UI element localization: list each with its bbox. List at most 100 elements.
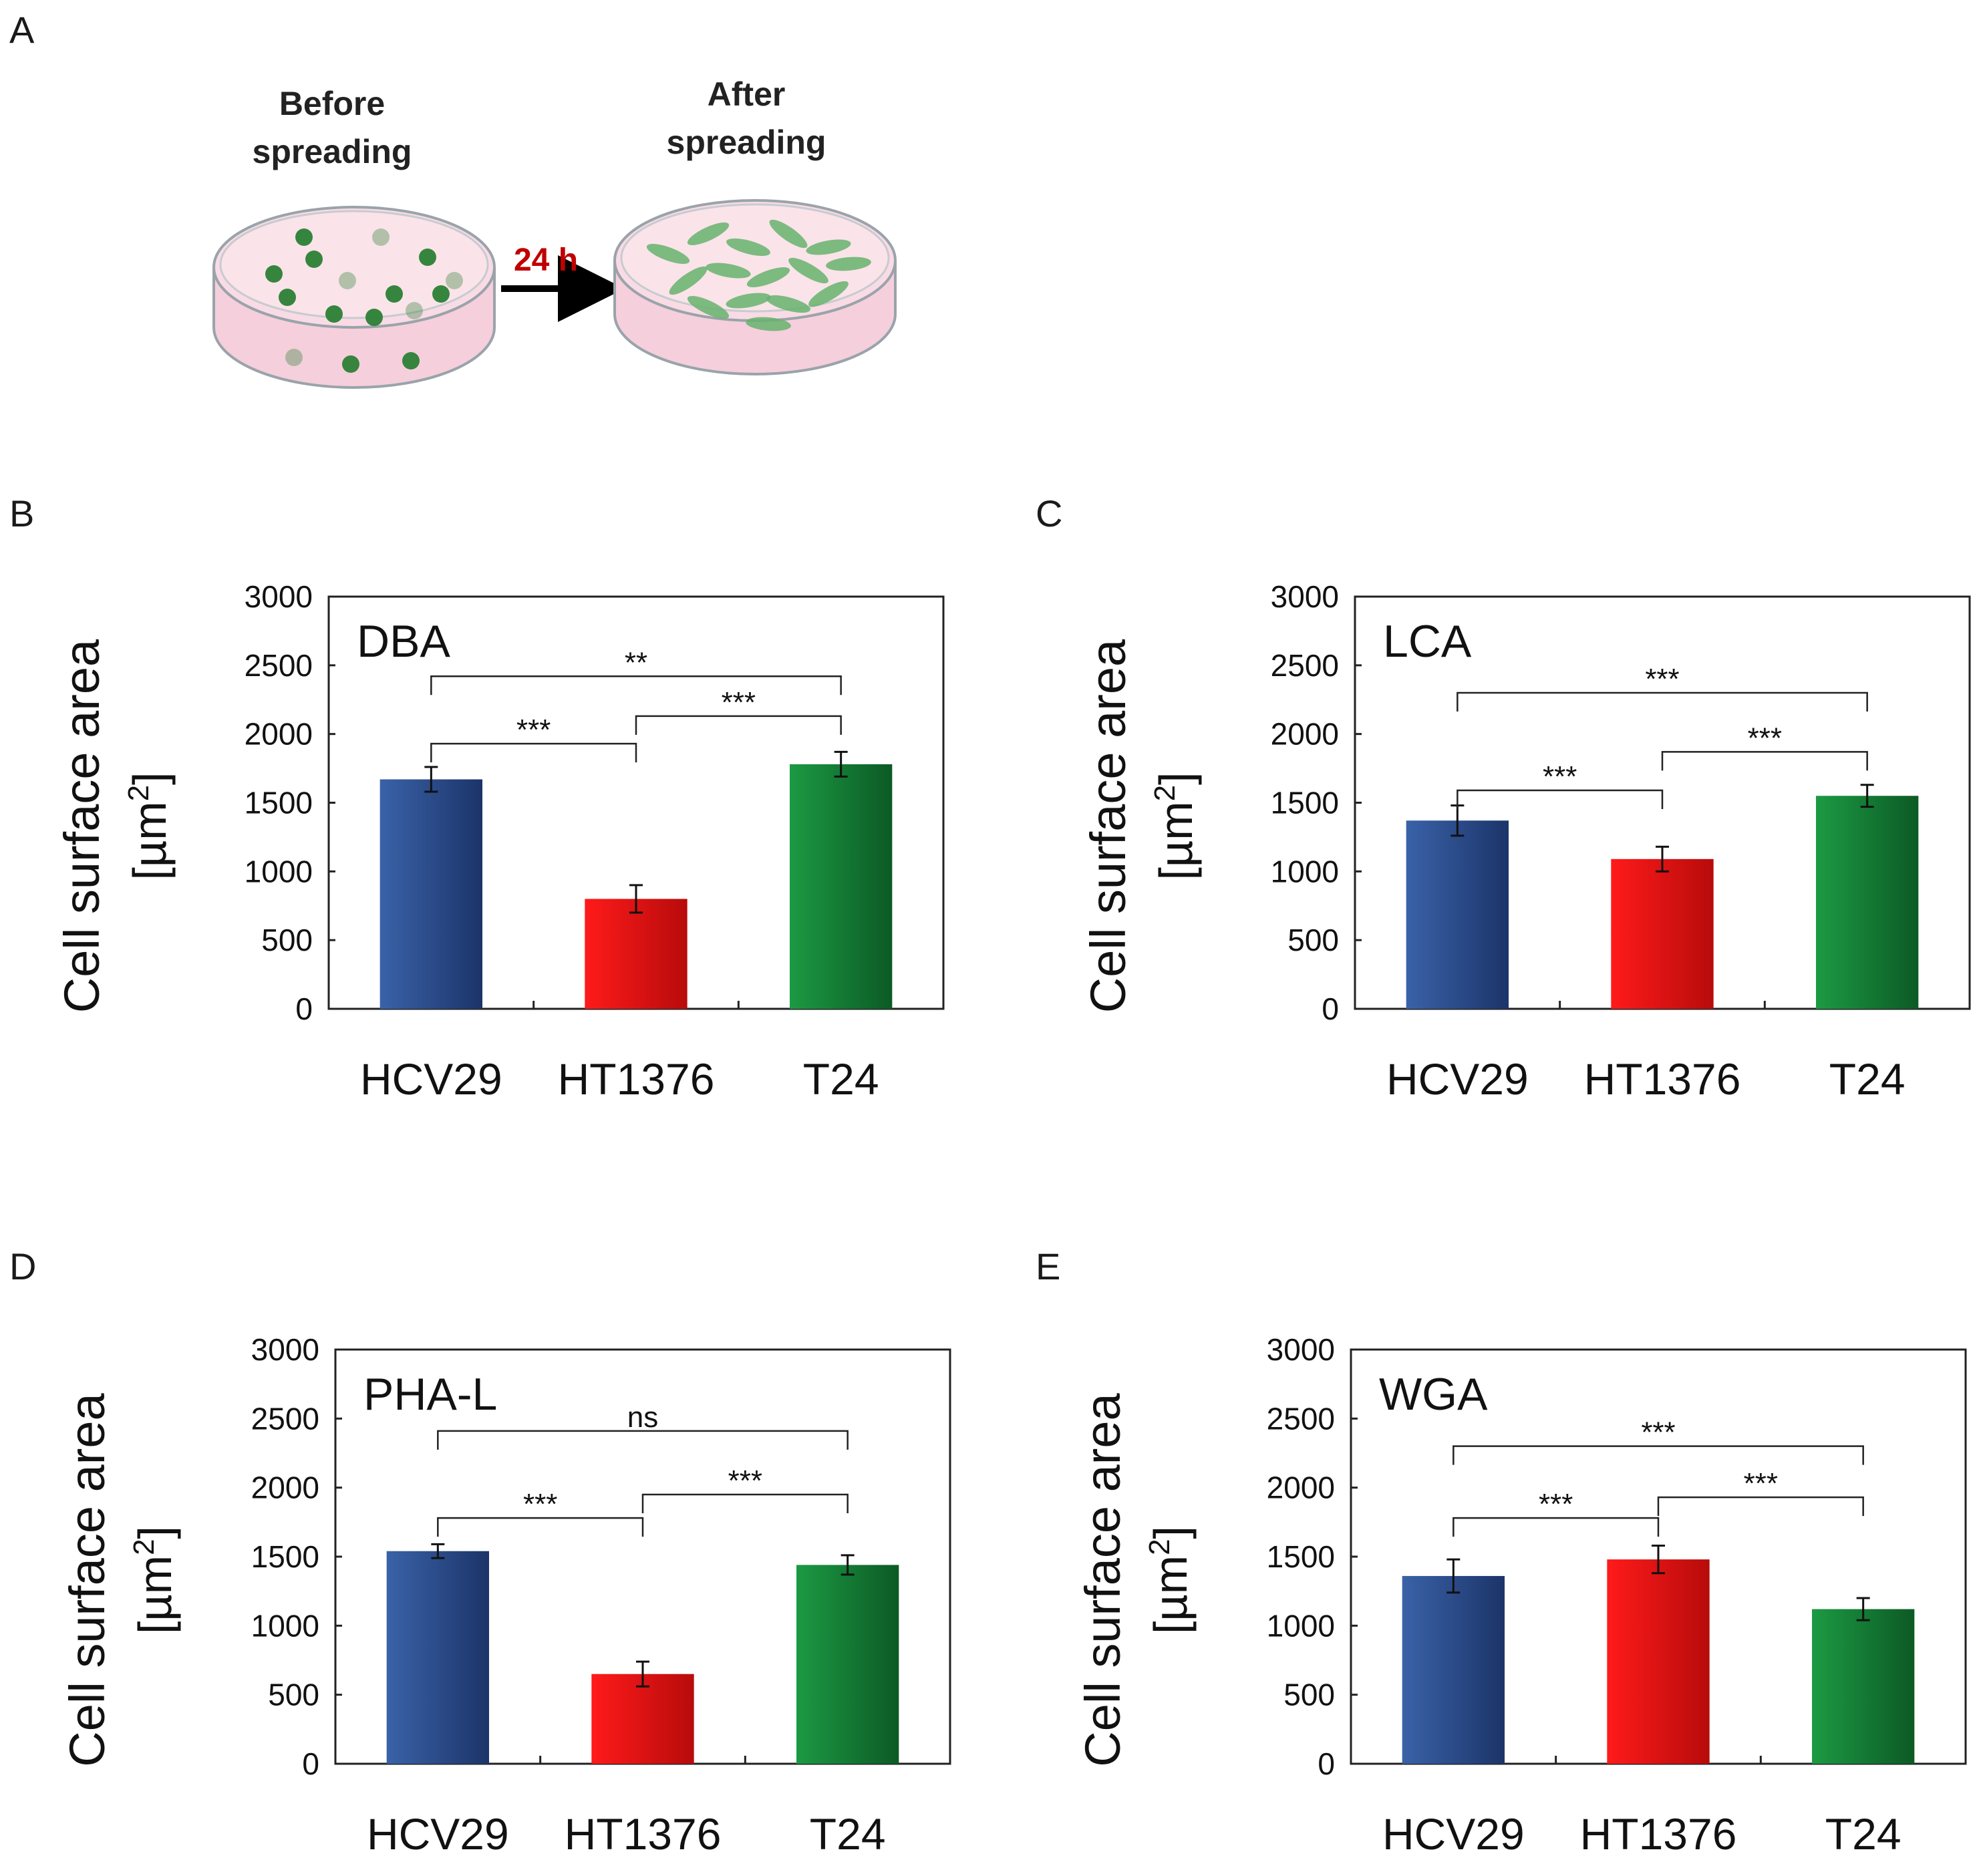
significance-bracket: ns (437, 1401, 849, 1450)
significance-label: *** (1543, 760, 1577, 793)
charts: B 0 500 1000 1500 2000 2500 3000 HCV29 HT1376 T24 *… (9, 492, 1971, 1859)
time-label: 24 h (514, 243, 578, 278)
panel-label-d: D (9, 1245, 36, 1287)
y-tick-label: 500 (1283, 1678, 1335, 1712)
bracket-line (641, 1493, 849, 1513)
x-tick-label-ht1376: HT1376 (1580, 1809, 1737, 1859)
spread-cell (669, 266, 708, 295)
spread-cell (769, 219, 808, 249)
x-tick-label-ht1376: HT1376 (565, 1809, 722, 1859)
significance-bracket: *** (1453, 1416, 1864, 1465)
x-tick-label-ht1376: HT1376 (558, 1054, 715, 1104)
significance-label: *** (1748, 722, 1782, 754)
spread-cell (788, 257, 828, 284)
bracket-line (430, 675, 842, 695)
bracket-line (1657, 1496, 1864, 1517)
bracket-line (635, 715, 842, 735)
before-label-line2: spreading (253, 133, 412, 170)
after-label-line2: spreading (667, 124, 826, 161)
panel-a: A Before spreading After spreading 24 h (9, 9, 897, 389)
significance-bracket: *** (430, 714, 637, 763)
y-tick-label: 500 (268, 1678, 319, 1712)
x-tick-label-hcv29: HCV29 (367, 1809, 509, 1859)
y-tick-label: 2500 (251, 1401, 319, 1436)
bar-t24 (790, 764, 893, 1009)
y-axis-unit: [µm2] (128, 1526, 181, 1634)
spread-cell (746, 317, 791, 331)
y-tick-label: 1500 (245, 786, 313, 820)
spread-cell (808, 281, 849, 307)
panel-label-b: B (9, 492, 34, 534)
bar-t24 (796, 1565, 899, 1764)
significance-label: *** (1539, 1488, 1573, 1521)
significance-label: *** (1645, 663, 1679, 695)
round-cell (279, 289, 296, 306)
round-cell (406, 302, 423, 319)
y-axis-title: Cell surface area (1080, 639, 1136, 1013)
round-cell (432, 285, 450, 303)
x-tick-label-t24: T24 (803, 1054, 879, 1104)
round-cell (419, 249, 436, 266)
x-tick-label-hcv29: HCV29 (360, 1054, 502, 1104)
round-cell (342, 355, 359, 373)
significance-bracket: *** (437, 1488, 644, 1537)
y-tick-label: 1000 (1267, 1608, 1335, 1643)
y-tick-label: 3000 (245, 579, 313, 614)
significance-label: *** (1744, 1467, 1778, 1500)
dish-after-illustration (613, 199, 897, 375)
y-tick-label: 500 (261, 923, 313, 957)
x-tick-label-hcv29: HCV29 (1382, 1809, 1525, 1859)
y-tick-label: 1500 (1271, 786, 1339, 820)
spread-cell (706, 263, 751, 279)
significance-label: *** (728, 1464, 762, 1497)
significance-label: *** (516, 714, 551, 746)
y-tick-label: 3000 (1267, 1332, 1335, 1367)
significance-bracket: *** (1657, 1467, 1864, 1517)
bar-hcv29 (1402, 1575, 1505, 1764)
y-tick-label: 2500 (1271, 648, 1339, 683)
significance-label: *** (722, 686, 756, 719)
round-cell (305, 251, 323, 268)
round-cell (402, 352, 420, 369)
spread-cell (746, 267, 790, 287)
y-tick-label: 0 (302, 1746, 319, 1781)
before-label-line1: Before (279, 85, 385, 122)
y-tick-label: 1000 (251, 1608, 319, 1643)
y-axis-unit: [µm2] (1143, 1526, 1197, 1634)
spread-cell (726, 293, 771, 309)
bracket-line (437, 1517, 644, 1537)
round-cell (285, 349, 303, 366)
bracket-line (1457, 789, 1664, 809)
y-tick-label: 2000 (245, 717, 313, 752)
y-tick-label: 500 (1287, 923, 1339, 957)
x-tick-label-t24: T24 (810, 1809, 886, 1859)
dish-before-illustration (212, 206, 496, 389)
bracket-line (430, 742, 637, 763)
chart-panel-b: B 0 500 1000 1500 2000 2500 3000 HCV29 HT1376 T24 *… (9, 492, 945, 1104)
spread-cell (826, 257, 871, 271)
bar-ht1376 (1611, 858, 1714, 1009)
y-axis-title: Cell surface area (54, 639, 110, 1013)
spread-cell (766, 295, 810, 313)
panel-label-e: E (1036, 1245, 1060, 1287)
y-tick-label: 2500 (1267, 1401, 1335, 1436)
chart-panel-e: E 0 500 1000 1500 2000 2500 3000 HCV29 HT1376 T24 *… (1036, 1245, 1967, 1859)
y-tick-label: 2000 (251, 1470, 319, 1505)
bracket-line (1453, 1445, 1864, 1465)
spread-cell (806, 239, 851, 255)
bracket-line (1661, 751, 1868, 771)
x-tick-label-t24: T24 (1829, 1054, 1905, 1104)
bar-hcv29 (379, 779, 482, 1009)
bar-t24 (1812, 1609, 1915, 1764)
y-tick-label: 0 (1318, 1746, 1335, 1781)
significance-bracket: ** (430, 646, 842, 695)
spread-cell (687, 296, 730, 319)
y-tick-label: 1000 (1271, 854, 1339, 889)
y-axis-unit: [µm2] (122, 772, 176, 880)
chart-panel-d: D 0 500 1000 1500 2000 2500 3000 HCV29 HT1376 T24 n… (9, 1245, 951, 1859)
significance-label: *** (1641, 1416, 1675, 1449)
bar-t24 (1816, 796, 1919, 1009)
round-cell (295, 228, 313, 246)
x-tick-label-ht1376: HT1376 (1584, 1054, 1741, 1104)
bar-hcv29 (1406, 820, 1509, 1009)
